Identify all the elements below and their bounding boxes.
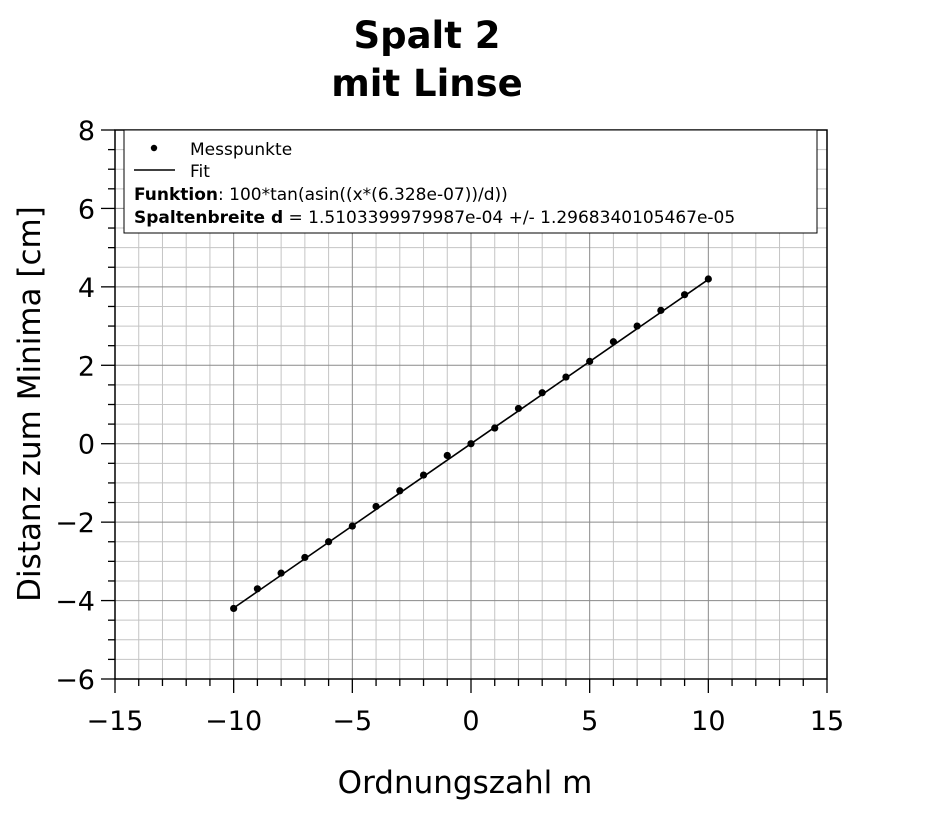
data-point (277, 569, 285, 577)
x-tick-label: −10 (205, 706, 262, 737)
chart-title-line-1: Spalt 2 (353, 14, 500, 57)
legend-function: Funktion: 100*tan(asin((x*(6.328e-07))/d… (134, 185, 508, 205)
x-axis-label: Ordnungszahl m (338, 765, 593, 801)
legend-box (123, 129, 818, 234)
y-tick-labels: −6 −4 −2 0 2 4 6 8 (55, 116, 95, 696)
data-point (372, 502, 380, 511)
y-tick-label: −4 (55, 587, 95, 618)
legend: Messpunkte Fit Funktion: 100*tan(asin((x… (123, 129, 818, 234)
x-tick-labels: −15 −10 −5 0 5 10 15 (87, 706, 845, 737)
data-point (609, 338, 618, 346)
legend-function-label: Funktion (134, 185, 218, 205)
x-tick-label: −15 (87, 706, 144, 737)
y-axis-label: Distanz zum Minima [cm] (12, 206, 48, 602)
x-tick-label: 15 (810, 706, 844, 737)
data-point (538, 389, 546, 397)
y-tick-label: 4 (78, 273, 95, 304)
legend-width-text: = 1.5103399979987e-04 +/- 1.296834010546… (283, 208, 735, 228)
x-tick-label: −5 (332, 706, 372, 737)
data-point (301, 553, 309, 562)
axis-ticks (101, 129, 828, 693)
chart-title-line-2: mit Linse (331, 62, 523, 105)
data-point (562, 373, 570, 381)
x-tick-label: 5 (581, 706, 598, 737)
x-tick-label: 0 (462, 706, 479, 737)
y-tick-label: 6 (78, 194, 95, 225)
data-point (704, 275, 712, 283)
x-tick-label: 10 (691, 706, 725, 737)
data-point (253, 585, 261, 593)
data-point (419, 471, 428, 479)
legend-points-label: Messpunkte (190, 140, 292, 160)
data-point (325, 538, 333, 546)
y-tick-label: 2 (78, 351, 95, 382)
data-point (657, 306, 665, 314)
data-point (396, 487, 404, 495)
data-point (443, 451, 451, 460)
legend-width-label: Spaltenbreite d (134, 208, 283, 228)
y-tick-label: 0 (78, 430, 95, 461)
legend-point-marker (150, 144, 158, 152)
data-point (467, 440, 475, 448)
y-tick-label: −6 (55, 665, 95, 696)
data-point (491, 424, 499, 432)
data-point (633, 322, 641, 330)
legend-fit-label: Fit (190, 162, 210, 182)
legend-width: Spaltenbreite d = 1.5103399979987e-04 +/… (134, 208, 735, 228)
data-point (230, 604, 238, 613)
legend-function-text: : 100*tan(asin((x*(6.328e-07))/d)) (218, 185, 508, 205)
data-point (514, 404, 523, 413)
data-point (348, 522, 356, 530)
y-tick-label: −2 (55, 508, 95, 539)
y-tick-label: 8 (78, 116, 95, 147)
points-layer (230, 275, 712, 613)
data-point (586, 357, 594, 365)
data-point (681, 291, 689, 299)
